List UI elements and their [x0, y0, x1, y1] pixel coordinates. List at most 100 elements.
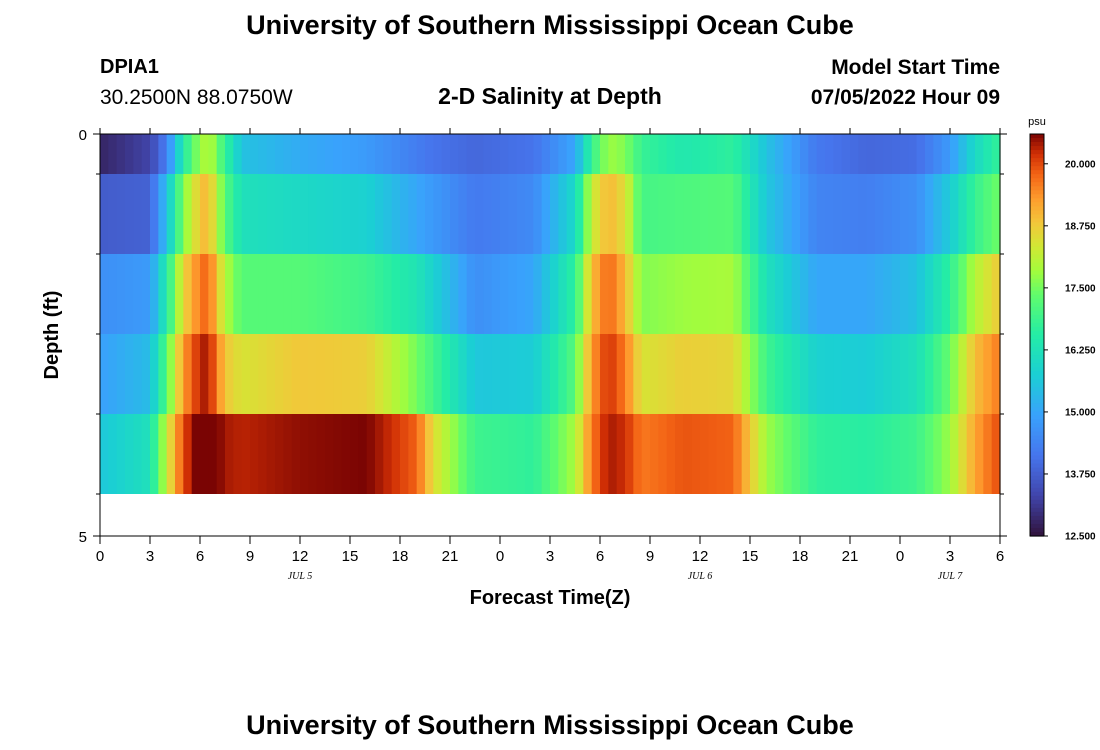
- heatmap-cell: [816, 334, 826, 414]
- heatmap-cell: [358, 174, 368, 254]
- heatmap-cell: [583, 134, 593, 174]
- heatmap-cell: [950, 414, 959, 494]
- colorbar: psu 12.500 13.750 15.000 16.250 17.500 18.750 2…: [1028, 116, 1096, 543]
- heatmap-cell: [616, 254, 626, 334]
- colorbar-tick-label: 15.000: [1065, 407, 1096, 418]
- heatmap-cell: [350, 414, 359, 494]
- heatmap-cell: [250, 334, 259, 414]
- heatmap-cell: [733, 134, 743, 174]
- heatmap-cell: [175, 254, 184, 334]
- heatmap-cell: [733, 174, 743, 254]
- heatmap-cell: [491, 254, 501, 334]
- heatmap-cell: [308, 134, 318, 174]
- heatmap-cell: [358, 414, 368, 494]
- colorbar-segment: [1030, 467, 1044, 473]
- heatmap-cell: [250, 254, 259, 334]
- heatmap-cell: [208, 134, 218, 174]
- colorbar-segment: [1030, 487, 1044, 493]
- heatmap-cell: [383, 134, 393, 174]
- heatmap-cell: [966, 254, 976, 334]
- heatmap-cell: [216, 134, 226, 174]
- colorbar-segment: [1030, 214, 1044, 220]
- heatmap-cell: [716, 334, 726, 414]
- heatmap-cell: [575, 414, 584, 494]
- heatmap-cell: [500, 174, 509, 254]
- day-label: JUL 5: [288, 571, 313, 582]
- heatmap-cell: [225, 414, 234, 494]
- colorbar-segment: [1030, 415, 1044, 421]
- heatmap-cell: [550, 134, 559, 174]
- heatmap-cell: [183, 254, 193, 334]
- heatmap-cell: [591, 174, 601, 254]
- heatmap-cell: [708, 254, 718, 334]
- heatmap-cell: [775, 414, 784, 494]
- heatmap-cell: [466, 134, 476, 174]
- heatmap-cell: [466, 254, 476, 334]
- heatmap-cell: [650, 254, 659, 334]
- heatmap-cell: [325, 134, 334, 174]
- heatmap-cell: [241, 254, 251, 334]
- heatmap-cell: [883, 134, 893, 174]
- heatmap-cell: [675, 334, 684, 414]
- heatmap-cell: [308, 414, 318, 494]
- heatmap-cell: [483, 174, 493, 254]
- heatmap-cell: [450, 134, 459, 174]
- heatmap-cell: [216, 414, 226, 494]
- heatmap-cell: [733, 334, 743, 414]
- colorbar-segment: [1030, 419, 1044, 425]
- heatmap-cell: [858, 174, 868, 254]
- heatmap-cell: [100, 254, 109, 334]
- heatmap-cell: [691, 414, 701, 494]
- heatmap-cell: [925, 334, 934, 414]
- heatmap-cell: [516, 134, 526, 174]
- heatmap-cell: [966, 134, 976, 174]
- heatmap-cell: [900, 254, 909, 334]
- heatmap-cell: [333, 174, 343, 254]
- heatmap-cell: [641, 414, 651, 494]
- heatmap-cell: [683, 254, 693, 334]
- colorbar-segment: [1030, 150, 1044, 155]
- heatmap-cell: [908, 174, 918, 254]
- heatmap-cell: [408, 174, 418, 254]
- x-tick-label: 15: [742, 548, 759, 565]
- heatmap-cell: [125, 254, 134, 334]
- heatmap-cell: [641, 334, 651, 414]
- heatmap-cell: [616, 334, 626, 414]
- heatmap-cell: [133, 174, 143, 254]
- heatmap-cell: [758, 254, 768, 334]
- heatmap-cell: [691, 334, 701, 414]
- heatmap-cell: [891, 414, 901, 494]
- heatmap-cell: [616, 174, 626, 254]
- heatmap-cell: [250, 414, 259, 494]
- heatmap-cell: [208, 254, 218, 334]
- heatmap-cell: [891, 334, 901, 414]
- heatmap-cell: [750, 334, 759, 414]
- heatmap-cell: [441, 414, 451, 494]
- heatmap-cell: [675, 414, 684, 494]
- heatmap-cell: [900, 174, 909, 254]
- heatmap-cell: [291, 134, 301, 174]
- heatmap-cell: [850, 174, 859, 254]
- heatmap-cell: [616, 134, 626, 174]
- heatmap-cell: [200, 174, 209, 254]
- colorbar-segment: [1030, 222, 1044, 228]
- heatmap-cell: [133, 414, 143, 494]
- colorbar-segment: [1030, 387, 1044, 392]
- colorbar-segment: [1030, 138, 1044, 143]
- heatmap-cell: [525, 254, 534, 334]
- heatmap-cell: [400, 414, 409, 494]
- heatmap-cell: [825, 174, 834, 254]
- heatmap-cell: [350, 254, 359, 334]
- heatmap-cell: [650, 414, 659, 494]
- heatmap-cell: [225, 334, 234, 414]
- colorbar-segment: [1030, 479, 1044, 485]
- heatmap-cell: [475, 254, 484, 334]
- heatmap-cell: [600, 414, 609, 494]
- heatmap-cell: [200, 254, 209, 334]
- heatmap-cell: [691, 134, 701, 174]
- heatmap-cell: [525, 134, 534, 174]
- heatmap-cell: [616, 414, 626, 494]
- heatmap-cell: [866, 414, 876, 494]
- heatmap-cell: [700, 334, 709, 414]
- colorbar-segment: [1030, 302, 1044, 308]
